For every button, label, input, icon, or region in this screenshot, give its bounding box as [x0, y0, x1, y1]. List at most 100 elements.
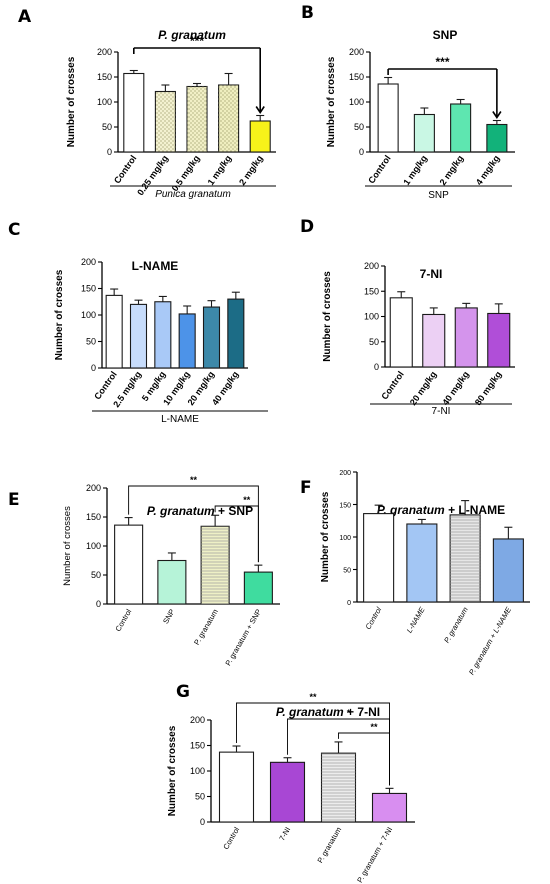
panel-A: A P. granatum 0 50 100 150 200 Number of crosse…	[18, 7, 276, 200]
panel-label: C	[8, 220, 20, 240]
x-tick-label: 80 mg/kg	[473, 369, 504, 407]
chart-title: SNP	[433, 28, 458, 42]
panel-G: G P. granatum + 7-NI 0 50 100 150 200 Number of…	[167, 682, 415, 884]
y-tick-label: 150	[86, 512, 101, 522]
x-tick-label: Control	[366, 153, 393, 185]
x-tick-label: Control	[379, 369, 406, 401]
y-tick-label: 200	[86, 483, 101, 493]
panel-D: D 7-NI 0 50 100 150 200 Number of crosses Contro…	[300, 217, 515, 417]
sig-arrowhead	[492, 111, 502, 119]
bar-4	[486, 123, 508, 153]
y-tick-label: 50	[86, 337, 96, 347]
y-tick-label: 150	[97, 72, 112, 82]
chart-title-rest: + 7-NI	[344, 705, 380, 719]
x-tick-label: 40 mg/kg	[440, 369, 471, 407]
panel-label: B	[301, 3, 314, 23]
bar-2	[413, 113, 435, 153]
y-tick-label: 50	[369, 337, 379, 347]
y-tick-label: 100	[86, 541, 101, 551]
group-label: L-NAME	[161, 414, 199, 425]
x-tick-label: P. granatum	[315, 826, 343, 865]
x-tick-label: L-NAME	[405, 605, 427, 635]
y-tick-label: 200	[97, 47, 112, 57]
y-tick-label: 100	[190, 766, 205, 776]
bar-texture	[187, 86, 207, 152]
bar-2	[129, 303, 148, 369]
bar-3	[450, 103, 472, 153]
x-tick-label: 20 mg/kg	[408, 369, 439, 407]
panel-label: D	[300, 217, 314, 237]
y-axis-label: Number of crosses	[167, 725, 178, 816]
bar-texture	[201, 526, 230, 604]
bar-4	[371, 792, 408, 823]
y-tick-label: 50	[91, 570, 101, 580]
y-tick-label: 50	[354, 122, 364, 132]
group-label: SNP	[428, 190, 449, 201]
y-tick-label: 0	[347, 600, 351, 607]
sig-label: **	[190, 475, 198, 485]
chart-title: L-NAME	[132, 259, 179, 273]
bar-1	[377, 83, 399, 153]
x-tick-label: 2 mg/kg	[438, 153, 466, 187]
y-tick-label: 50	[343, 568, 351, 575]
sig-label: ***	[435, 55, 449, 69]
y-tick-label: 0	[359, 147, 364, 157]
chart-title-rest: + SNP	[215, 504, 253, 518]
bar-4	[243, 571, 273, 605]
y-tick-label: 150	[349, 72, 364, 82]
x-tick-label: P. granatum	[192, 608, 220, 647]
y-tick-label: 0	[91, 363, 96, 373]
x-tick-label: 4 mg/kg	[474, 153, 502, 187]
bar-1	[114, 524, 144, 605]
chart-title: P. granatum + L-NAME	[377, 503, 505, 517]
sig-label: ***	[190, 34, 204, 48]
y-tick-label: 100	[339, 535, 351, 542]
y-tick-label: 200	[81, 257, 96, 267]
bar-1	[363, 513, 395, 603]
bar-4	[487, 312, 511, 368]
bar-1	[218, 751, 255, 823]
bar-2	[422, 313, 446, 368]
y-tick-label: 0	[374, 362, 379, 372]
y-tick-label: 100	[349, 97, 364, 107]
bar-4	[492, 538, 524, 603]
bar-3	[454, 307, 478, 368]
chart-title-italic: P. granatum	[276, 705, 344, 719]
bar-1	[389, 297, 413, 368]
y-tick-label: 200	[364, 261, 379, 271]
y-tick-label: 200	[190, 715, 205, 725]
sig-label: **	[370, 722, 378, 732]
x-tick-label: SNP	[161, 608, 177, 626]
x-tick-label: P. granatum + 7-NI	[355, 826, 394, 884]
y-axis-label: Number of crosses	[326, 56, 337, 147]
chart-title: 7-NI	[420, 267, 443, 281]
sig-bracket	[214, 505, 259, 563]
y-tick-label: 200	[339, 470, 351, 477]
bar-2	[269, 761, 306, 823]
bar-5	[202, 306, 221, 369]
chart-title: P. granatum	[158, 28, 226, 42]
x-tick-label: P. granatum + SNP	[223, 608, 263, 668]
bar-2	[406, 523, 438, 603]
panel-F: F P. granatum + L-NAME 0 50 100 150 200 Number …	[300, 470, 530, 676]
group-label: Punica granatum	[155, 189, 231, 200]
chart-title-italic: P. granatum	[147, 504, 215, 518]
panel-label: A	[18, 7, 32, 27]
panel-E: E P. granatum + SNP 0 50 100 150 200 Number of …	[8, 475, 280, 667]
y-tick-label: 50	[195, 792, 205, 802]
x-tick-label: Control	[221, 825, 241, 851]
x-tick-label: 0.5 mg/kg	[170, 153, 202, 193]
y-axis-label: Number of crosses	[320, 491, 331, 582]
y-tick-label: 100	[364, 312, 379, 322]
bar-1	[123, 72, 145, 153]
y-axis-label: Number of crosses	[54, 269, 65, 360]
sig-arrowhead	[255, 106, 265, 114]
y-tick-label: 200	[349, 47, 364, 57]
group-label: 7-NI	[432, 406, 451, 417]
x-tick-label: Control	[113, 607, 133, 633]
x-tick-label: 2 mg/kg	[237, 153, 265, 187]
sig-bracket	[128, 485, 259, 563]
x-tick-label: Control	[363, 605, 383, 631]
bar-1	[105, 294, 123, 369]
